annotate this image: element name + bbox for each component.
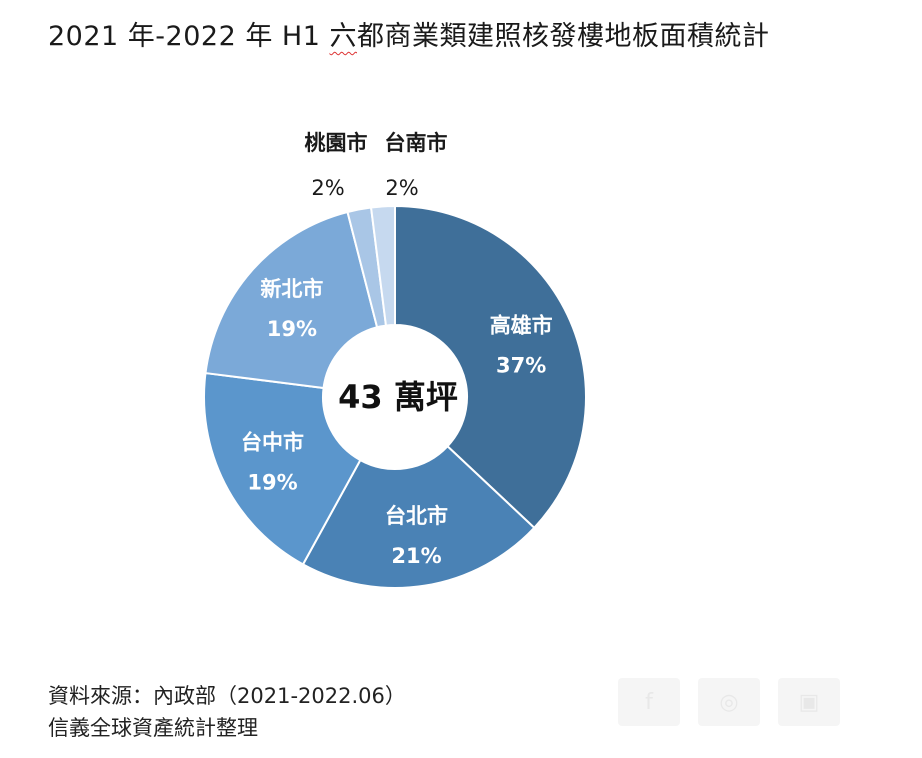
donut-slice-0 — [394, 204, 587, 530]
slice-value-4: 2% — [311, 176, 344, 200]
line-icon[interactable]: ▣ — [778, 678, 840, 726]
slice-value-3: 19% — [267, 317, 317, 341]
donut-slice-2 — [203, 371, 362, 566]
source-note: 資料來源：內政部（2021-2022.06） — [48, 684, 406, 708]
donut-slice-1 — [301, 444, 536, 589]
compiler-note: 信義全球資產統計整理 — [48, 716, 258, 740]
title-prefix: 2021 年-2022 年 H1 — [48, 21, 330, 52]
slice-label-2: 台中市 — [241, 430, 304, 454]
slice-value-2: 19% — [247, 470, 297, 494]
title-wavy-char: 六 — [329, 21, 357, 52]
donut-slice-3 — [204, 210, 379, 390]
chart-title: 2021 年-2022 年 H1 六都商業類建照核發樓地板面積統計 — [48, 14, 769, 53]
slice-value-5: 2% — [385, 176, 418, 200]
pinterest-icon[interactable]: ◎ — [698, 678, 760, 726]
slice-label-4: 桃園市 — [305, 131, 368, 155]
slice-label-1: 台北市 — [385, 504, 448, 528]
share-icon[interactable]: f — [618, 678, 680, 726]
slice-value-0: 37% — [496, 353, 546, 377]
donut-slice-5 — [369, 204, 396, 327]
slice-label-3: 新北市 — [260, 277, 323, 301]
slice-label-0: 高雄市 — [490, 313, 553, 337]
title-suffix: 都商業類建照核發樓地板面積統計 — [356, 21, 770, 52]
center-total-label: 43 萬坪 — [338, 378, 458, 416]
slice-value-1: 21% — [391, 544, 441, 568]
slice-label-5: 台南市 — [385, 131, 448, 155]
share-bar: f ◎ ▣ — [618, 678, 840, 726]
